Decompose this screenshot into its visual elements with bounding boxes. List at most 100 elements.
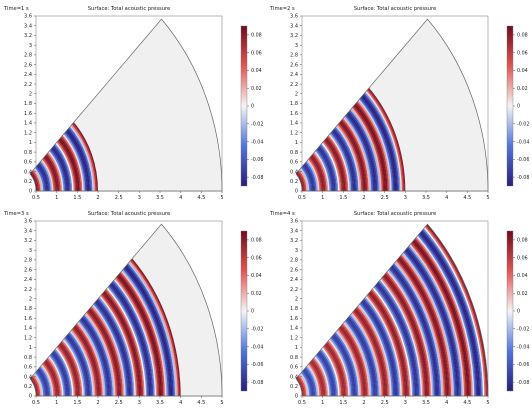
pressure-band bbox=[47, 152, 63, 191]
pressure-band bbox=[315, 149, 332, 191]
x-tick-label: 1.5 bbox=[73, 400, 81, 406]
y-tick-label: 3 bbox=[29, 248, 32, 254]
x-tick-label: 3 bbox=[404, 400, 407, 406]
y-tick-label: 3.2 bbox=[24, 33, 32, 39]
y-tick-label: 1.8 bbox=[290, 306, 298, 312]
colorbar-tick-label: 0.04 bbox=[517, 273, 528, 279]
plot-title: Surface: Total acoustic pressure bbox=[354, 211, 437, 217]
colorbar-tick-label: -0.04 bbox=[251, 139, 263, 145]
plot-panel-time-3: Time=3 s Surface: Total acoustic pressure… bbox=[0, 205, 266, 410]
domain-outline bbox=[295, 223, 489, 397]
pressure-band bbox=[307, 364, 320, 396]
x-tick-label: 3.5 bbox=[156, 195, 164, 201]
y-tick-label: 0.2 bbox=[24, 179, 32, 185]
y-tick-label: 2.6 bbox=[290, 62, 298, 68]
pressure-band bbox=[45, 154, 60, 191]
time-label: Time=2 s bbox=[269, 6, 295, 12]
x-tick-label: 1.5 bbox=[73, 195, 81, 201]
y-tick-label: 2.4 bbox=[290, 72, 298, 78]
y-tick-label: 2.6 bbox=[290, 267, 298, 273]
pressure-band bbox=[310, 155, 324, 191]
x-tick-label: 1.5 bbox=[339, 400, 347, 406]
y-tick-label: 1.2 bbox=[24, 335, 32, 341]
colorbar-tick-label: -0.06 bbox=[517, 362, 529, 368]
y-tick-label: 3.6 bbox=[24, 219, 32, 225]
colorbar-tick-label: -0.04 bbox=[517, 139, 529, 145]
y-tick-label: 0.2 bbox=[24, 384, 32, 390]
y-tick-label: 3.6 bbox=[290, 219, 298, 225]
x-tick-label: 2.5 bbox=[381, 195, 389, 201]
y-tick-label: 2.2 bbox=[290, 287, 298, 293]
pressure-band bbox=[43, 361, 57, 396]
x-tick-label: 0.5 bbox=[298, 400, 306, 406]
pressure-band bbox=[313, 357, 329, 396]
pressure-band bbox=[319, 144, 337, 191]
colorbar-tick-label: 0 bbox=[517, 104, 520, 110]
y-tick-label: 1.6 bbox=[290, 316, 298, 322]
colorbar-tick-label: 0.08 bbox=[517, 238, 528, 244]
time-label: Time=4 s bbox=[269, 211, 295, 217]
colorbar-tick-label: -0.06 bbox=[517, 157, 529, 163]
x-tick-label: 2.5 bbox=[115, 195, 123, 201]
pressure-band bbox=[315, 354, 332, 396]
colorbar-tick-label: 0.04 bbox=[251, 68, 262, 74]
y-tick-label: 0.6 bbox=[290, 365, 298, 371]
y-tick-label: 1.6 bbox=[24, 111, 32, 117]
x-tick-label: 1 bbox=[321, 195, 324, 201]
colorbar-tick-label: -0.06 bbox=[251, 157, 263, 163]
y-tick-label: 0 bbox=[29, 394, 32, 400]
y-tick-label: 2.4 bbox=[290, 277, 298, 283]
pressure-band bbox=[41, 159, 54, 191]
y-tick-label: 3 bbox=[295, 248, 298, 254]
y-tick-label: 0.6 bbox=[24, 365, 32, 371]
pressure-band bbox=[48, 355, 64, 396]
colorbar-tick-label: 0.08 bbox=[251, 238, 262, 244]
pressure-band bbox=[53, 349, 71, 396]
pressure-band bbox=[47, 357, 63, 396]
pressure-band bbox=[308, 363, 321, 396]
pressure-wave-field bbox=[295, 224, 488, 396]
y-tick-label: 1.2 bbox=[24, 130, 32, 136]
y-tick-label: 0 bbox=[295, 189, 298, 195]
pressure-wave-field bbox=[29, 122, 98, 191]
pressure-band bbox=[314, 355, 330, 396]
y-tick-label: 1 bbox=[295, 345, 298, 351]
y-tick-label: 2 bbox=[29, 296, 32, 302]
pressure-band bbox=[52, 146, 70, 191]
colorbar-tick-label: -0.04 bbox=[251, 344, 263, 350]
y-tick-label: 0.4 bbox=[24, 169, 32, 175]
y-tick-label: 2.8 bbox=[24, 258, 32, 264]
colorbar-tick-label: -0.08 bbox=[517, 380, 529, 386]
y-tick-label: 2.8 bbox=[24, 53, 32, 59]
pressure-band bbox=[307, 159, 320, 191]
x-tick-label: 2 bbox=[362, 195, 365, 201]
x-tick-label: 2 bbox=[96, 400, 99, 406]
y-tick-label: 0.8 bbox=[24, 150, 32, 156]
pressure-band bbox=[319, 349, 337, 396]
colorbar bbox=[506, 25, 514, 187]
y-tick-label: 1.4 bbox=[290, 326, 298, 332]
pressure-band bbox=[51, 352, 68, 396]
x-tick-label: 2.5 bbox=[115, 400, 123, 406]
pressure-band bbox=[42, 363, 55, 396]
pressure-wave-field bbox=[29, 258, 181, 396]
pressure-band bbox=[51, 147, 68, 191]
pressure-band bbox=[48, 150, 64, 191]
colorbar-tick-label: -0.08 bbox=[517, 175, 529, 181]
pressure-band bbox=[316, 353, 333, 396]
y-tick-label: 0.6 bbox=[290, 160, 298, 166]
x-tick-label: 4.5 bbox=[197, 195, 205, 201]
y-tick-label: 2.8 bbox=[290, 53, 298, 59]
pressure-band bbox=[41, 364, 54, 396]
pressure-band bbox=[44, 360, 58, 396]
pressure-band bbox=[314, 150, 330, 191]
colorbar-tick-label: -0.08 bbox=[251, 380, 263, 386]
pressure-band bbox=[312, 358, 327, 396]
y-tick-label: 0.2 bbox=[290, 179, 298, 185]
y-tick-label: 0.2 bbox=[290, 384, 298, 390]
y-tick-label: 0.6 bbox=[24, 160, 32, 166]
pressure-band bbox=[49, 354, 66, 396]
y-tick-label: 0.4 bbox=[290, 169, 298, 175]
x-tick-label: 4 bbox=[445, 400, 448, 406]
pressure-band bbox=[318, 351, 336, 396]
